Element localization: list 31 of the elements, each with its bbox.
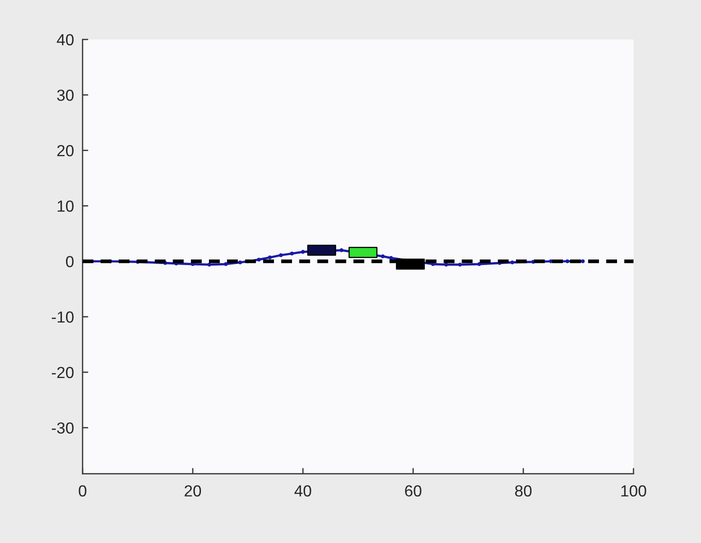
y-tick-label: -20 <box>52 366 74 378</box>
x-tick-label: 0 <box>78 485 86 497</box>
point <box>278 253 283 258</box>
point <box>458 262 462 267</box>
y-tick-label: 20 <box>57 145 74 156</box>
point <box>477 262 482 266</box>
point <box>580 259 585 264</box>
y-tick-label: 10 <box>58 200 74 212</box>
point <box>238 260 242 264</box>
point <box>444 262 448 267</box>
point <box>256 258 261 262</box>
x-tick-label: 60 <box>405 485 422 497</box>
y-tick-label: 30 <box>57 90 74 101</box>
point <box>268 255 272 260</box>
x-tick-label: 80 <box>515 485 532 497</box>
y-tick-label: 0 <box>66 256 74 268</box>
point <box>207 262 212 267</box>
y-tick-label: 40 <box>56 34 74 46</box>
point <box>380 254 385 258</box>
point <box>510 260 514 264</box>
x-tick-label: 100 <box>621 485 646 497</box>
point <box>290 252 294 256</box>
y-tick-label: -30 <box>52 422 74 434</box>
point <box>565 259 570 264</box>
point <box>389 256 394 260</box>
x-tick-label: 40 <box>294 485 312 497</box>
point <box>301 250 305 254</box>
y-tick-label: -10 <box>52 311 74 323</box>
point <box>340 248 344 252</box>
point <box>224 262 228 266</box>
x-tick-label: 20 <box>184 485 202 497</box>
